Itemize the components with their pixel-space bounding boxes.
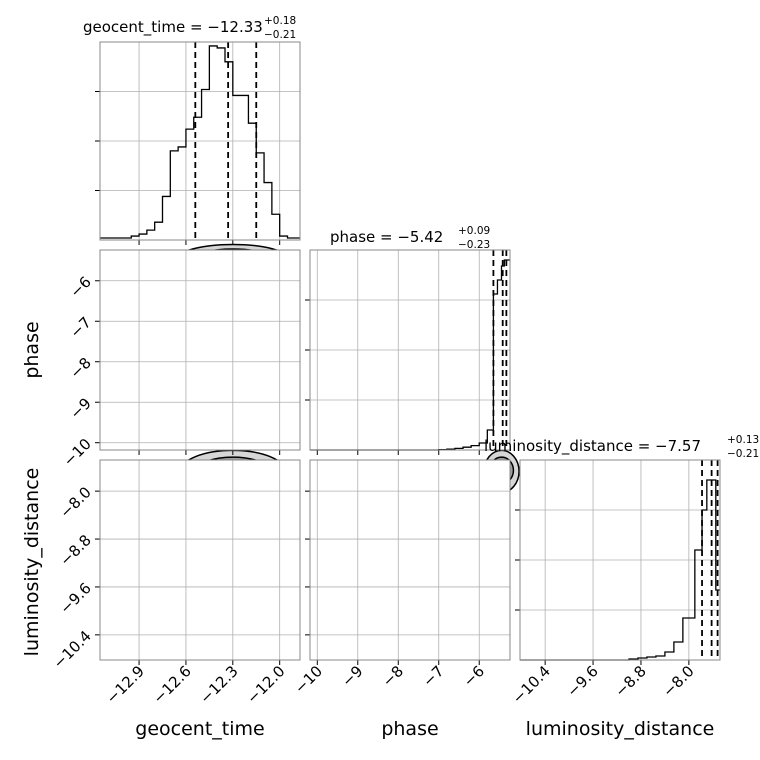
hist-luminosity-distance-bin-7: [683, 618, 695, 660]
hist-luminosity-distance-bin-5: [665, 652, 674, 660]
scatter-geocent-time-vs-luminosity-distance-frame: [99, 459, 301, 661]
hist-geocent-time-bin-10: [178, 147, 186, 240]
hist-geocent-time-step-line: [100, 45, 300, 239]
ytick-label-luminosity-distance-3: −8.0: [56, 483, 94, 521]
scatter-geocent-time-vs-luminosity-distance-bg: [100, 460, 300, 660]
title-phase-sub: −0.23: [458, 239, 490, 251]
hist-luminosity-distance-step-line: [520, 479, 720, 661]
ytick-label-luminosity-distance-2: −8.8: [56, 531, 94, 569]
xtick-label-phase-2: −8: [379, 662, 407, 690]
scatter-phase-vs-luminosity-distance: [310, 460, 510, 660]
title-luminosity-distance: luminosity_distance = −7.57: [484, 437, 701, 456]
hist-geocent-time-bin-19: [248, 123, 256, 240]
hist-phase-bin-24: [497, 280, 501, 450]
xtick-label-geocent-time-2: −12.3: [196, 662, 241, 707]
hist-geocent-time-bin-5: [139, 234, 147, 240]
xtick-label-phase-4: −6: [460, 662, 488, 690]
title-luminosity-distance-sup: +0.13: [727, 434, 759, 446]
hist-geocent-time-bin-6: [147, 230, 155, 240]
xlabel-geocent-time: geocent_time: [135, 718, 264, 740]
xtick-label-phase-3: −7: [419, 662, 447, 690]
hist-geocent-time-bin-21: [264, 183, 272, 240]
hist-geocent-time-bin-13: [202, 90, 210, 240]
ytick-label-phase-2: −8: [66, 354, 94, 382]
xtick-label-phase-0: −10: [291, 662, 326, 697]
xtick-label-luminosity-distance-1: −9.6: [563, 662, 601, 700]
ytick-label-phase-0: −10: [60, 435, 95, 470]
ylabel-luminosity-distance: luminosity_distance: [21, 468, 43, 657]
xtick-label-phase-1: −9: [338, 662, 366, 690]
hist-geocent-time-bin-17: [233, 95, 241, 240]
ytick-label-phase-1: −9: [66, 394, 94, 422]
hist-luminosity-distance-bin-6: [674, 642, 683, 660]
scatter-geocent-time-vs-luminosity-distance: [100, 460, 300, 660]
axes-layer: [95, 41, 721, 665]
title-phase: phase = −5.42: [330, 228, 443, 246]
title-geocent-time-sub: −0.21: [264, 29, 296, 41]
hist-geocent-time-frame: [99, 41, 301, 241]
hist-geocent-time-bin-22: [272, 214, 280, 240]
xtick-label-luminosity-distance-0: −10.4: [509, 662, 554, 707]
hist-geocent-time-bin-14: [209, 46, 217, 240]
scatter-geocent-time-vs-phase: [100, 250, 300, 450]
xtick-label-geocent-time-1: −12.6: [150, 662, 195, 707]
hist-luminosity-distance-bin-8: [695, 550, 702, 660]
scatter-geocent-time-vs-phase-bg: [100, 250, 300, 450]
hist-luminosity-distance-frame: [519, 459, 721, 661]
title-phase-sup: +0.09: [458, 225, 490, 237]
ytick-label-luminosity-distance-1: −9.6: [56, 579, 94, 617]
hist-geocent-time-bin-8: [163, 196, 171, 240]
ylabel-phase: phase: [21, 321, 43, 378]
xlabel-phase: phase: [381, 718, 438, 740]
scatter-phase-vs-luminosity-distance-frame: [309, 459, 511, 661]
title-geocent-time-sup: +0.18: [264, 15, 296, 27]
hist-phase-frame: [309, 249, 511, 451]
hist-geocent-time-bin-7: [155, 222, 163, 240]
scatter-phase-vs-luminosity-distance-bg: [310, 460, 510, 660]
ytick-label-luminosity-distance-0: −10.4: [50, 627, 95, 672]
scatter-geocent-time-vs-phase-frame: [99, 249, 301, 451]
hist-geocent-time-bin-11: [186, 129, 194, 240]
xtick-label-luminosity-distance-3: −8.0: [659, 662, 697, 700]
title-geocent-time: geocent_time = −12.33: [83, 18, 263, 37]
hist-geocent-time-bin-9: [170, 151, 178, 240]
xtick-label-geocent-time-3: −12.0: [243, 662, 288, 707]
title-luminosity-distance-sub: −0.21: [727, 448, 759, 460]
hist-phase-bin-20: [471, 446, 479, 450]
ytick-label-phase-3: −7: [66, 313, 94, 341]
hist-geocent-time-bin-18: [241, 95, 249, 240]
xtick-label-geocent-time-0: −12.9: [103, 662, 148, 707]
ytick-label-phase-4: −6: [66, 273, 94, 301]
hist-geocent-time-bin-20: [256, 153, 264, 240]
xlabel-luminosity-distance: luminosity_distance: [526, 718, 715, 740]
hist-geocent-time-bin-15: [217, 48, 225, 240]
xtick-label-luminosity-distance-2: −8.8: [611, 662, 649, 700]
